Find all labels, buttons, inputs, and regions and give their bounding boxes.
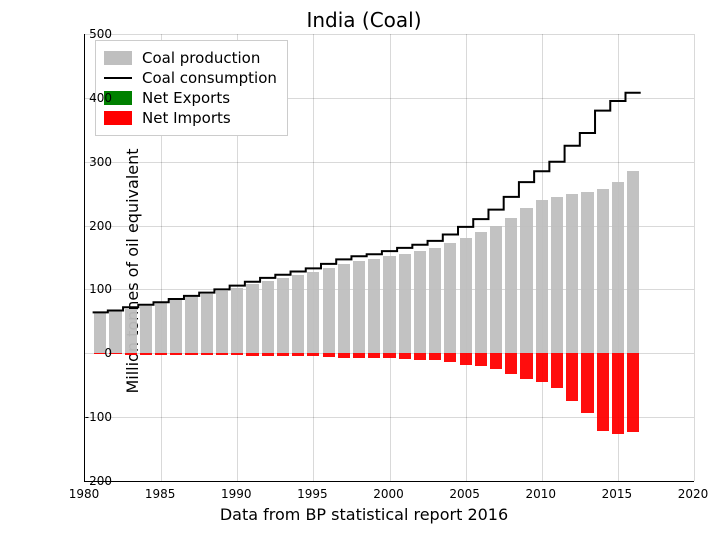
legend-patch-swatch <box>104 111 132 125</box>
xtick-label: 1980 <box>69 487 100 501</box>
legend-label: Net Imports <box>142 109 231 127</box>
xtick-label: 2020 <box>678 487 709 501</box>
legend-row: Coal consumption <box>104 69 277 87</box>
legend-patch-swatch <box>104 51 132 65</box>
legend-row: Net Exports <box>104 89 277 107</box>
legend-label: Coal consumption <box>142 69 277 87</box>
xtick-label: 2015 <box>602 487 633 501</box>
legend-row: Net Imports <box>104 109 277 127</box>
xtick-label: 1985 <box>145 487 176 501</box>
xtick-label: 2000 <box>373 487 404 501</box>
chart-container: India (Coal) Million tonnes of oil equiv… <box>0 0 728 542</box>
plot-area: Coal production Coal consumption Net Expor… <box>84 34 694 482</box>
xtick-label: 1990 <box>221 487 252 501</box>
ytick-label: 300 <box>89 155 112 169</box>
ytick-label: -200 <box>85 474 112 488</box>
ytick-label: 400 <box>89 91 112 105</box>
ytick-label: 200 <box>89 219 112 233</box>
ytick-label: -100 <box>85 410 112 424</box>
ytick-label: 100 <box>89 282 112 296</box>
legend-label: Coal production <box>142 49 260 67</box>
gridline-vertical <box>694 34 695 481</box>
ytick-label: 500 <box>89 27 112 41</box>
legend-row: Coal production <box>104 49 277 67</box>
ytick-label: 0 <box>104 346 112 360</box>
xtick-label: 2010 <box>525 487 556 501</box>
legend-label: Net Exports <box>142 89 230 107</box>
x-axis-label: Data from BP statistical report 2016 <box>0 505 728 524</box>
legend: Coal production Coal consumption Net Expor… <box>95 40 288 136</box>
xtick-label: 2005 <box>449 487 480 501</box>
legend-line-swatch <box>104 77 132 79</box>
xtick-label: 1995 <box>297 487 328 501</box>
